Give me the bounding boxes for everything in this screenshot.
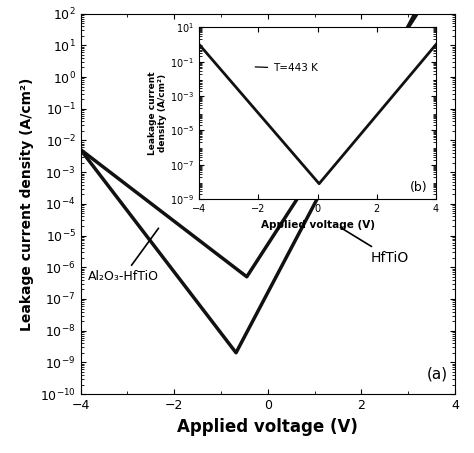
Text: (b): (b) <box>410 181 427 194</box>
Text: T=443 K: T=443 K <box>255 63 318 73</box>
Text: Al₂O₃-HfTiO: Al₂O₃-HfTiO <box>88 228 159 283</box>
Y-axis label: Leakage current density (A/cm²): Leakage current density (A/cm²) <box>20 77 34 331</box>
Text: (a): (a) <box>427 366 448 381</box>
X-axis label: Applied voltage (V): Applied voltage (V) <box>261 220 374 230</box>
Text: HfTiO: HfTiO <box>340 227 409 265</box>
X-axis label: Applied voltage (V): Applied voltage (V) <box>177 418 358 435</box>
Y-axis label: Leakage current
density (A/cm²): Leakage current density (A/cm²) <box>148 72 167 155</box>
